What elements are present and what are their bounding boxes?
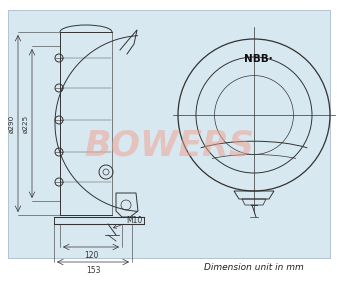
Text: NBB·: NBB·	[244, 54, 272, 64]
Bar	[8, 10, 330, 258]
Text: ø290: ø290	[9, 114, 15, 133]
Text: Dimension unit in mm: Dimension unit in mm	[204, 263, 304, 272]
Text: 153: 153	[86, 266, 100, 275]
Text: M10: M10	[113, 216, 142, 228]
Text: ø225: ø225	[23, 114, 29, 133]
Text: BOWERS: BOWERS	[84, 128, 254, 162]
Text: 120: 120	[84, 251, 98, 260]
